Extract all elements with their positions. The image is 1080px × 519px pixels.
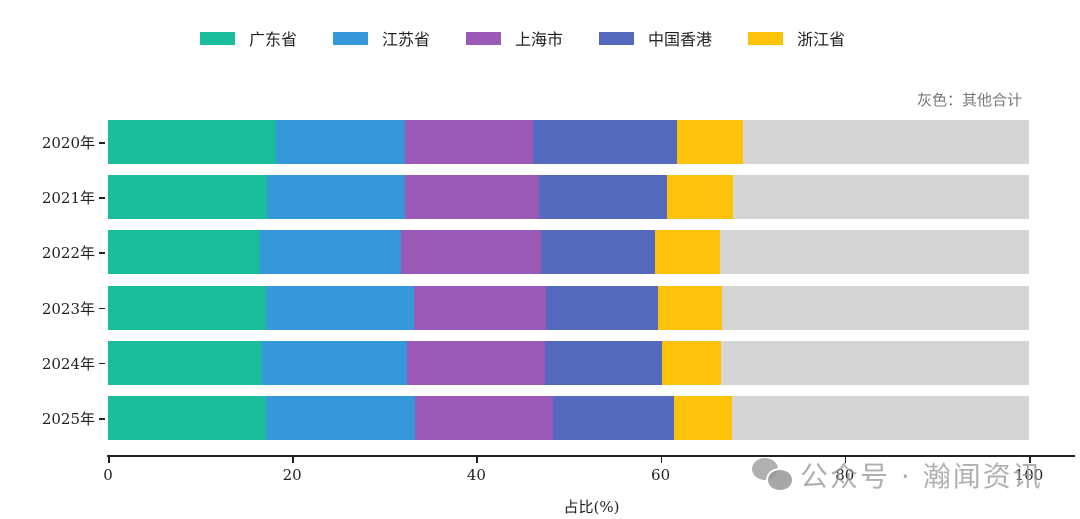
- bar-row: [108, 120, 1029, 164]
- bar-row: [108, 175, 1029, 220]
- bar-segment: [108, 230, 260, 275]
- x-tick-label: 40: [466, 466, 486, 484]
- bar-segment: [546, 285, 658, 330]
- legend-label: 中国香港: [648, 30, 713, 49]
- x-axis-line: [107, 455, 1075, 457]
- bar-segment: [677, 120, 744, 164]
- bar-segment: [267, 175, 406, 220]
- legend-label: 上海市: [515, 30, 564, 49]
- legend-label: 浙江省: [797, 30, 846, 49]
- bar-segment: [722, 285, 1029, 330]
- watermark: 公众号 · 瀚闻资讯: [752, 455, 1043, 495]
- bar-segment: [108, 340, 262, 385]
- bar-segment: [108, 285, 267, 330]
- bar-segment: [275, 120, 406, 164]
- bar-segment: [733, 175, 1029, 220]
- legend-item: 中国香港: [599, 26, 712, 50]
- legend-item: 广东省: [200, 26, 297, 50]
- legend-label: 江苏省: [382, 30, 431, 49]
- x-tick-label: 100: [1014, 466, 1044, 484]
- x-tick-label: 60: [651, 466, 671, 484]
- bar-segment: [544, 340, 663, 385]
- legend-swatch: [599, 31, 635, 45]
- bar-segment: [743, 120, 1029, 164]
- x-tick-mark: [660, 456, 663, 463]
- y-tick-label: 2023年: [41, 299, 95, 318]
- other-total-note: 灰色：其他合计: [916, 91, 1022, 109]
- y-tick-mark: [99, 252, 105, 254]
- bar-segment: [539, 175, 668, 220]
- y-tick-mark: [99, 362, 105, 365]
- bar-segment: [405, 120, 534, 164]
- bar-segment: [667, 175, 734, 220]
- legend-swatch: [200, 31, 235, 45]
- bar-row: [108, 285, 1029, 330]
- legend-swatch: [466, 31, 502, 45]
- y-tick-mark: [99, 197, 105, 199]
- bar-row: [108, 396, 1029, 440]
- y-tick-label: 2025年: [41, 410, 95, 428]
- bar-segment: [108, 396, 267, 440]
- watermark-text: 公众号 · 瀚闻资讯: [800, 460, 1043, 493]
- legend-item: 江苏省: [333, 26, 430, 50]
- bar-segment: [540, 230, 656, 275]
- y-tick-label: 2022年: [41, 244, 95, 263]
- bar-segment: [407, 340, 545, 385]
- y-tick-mark: [99, 142, 105, 144]
- legend-item: 浙江省: [748, 26, 845, 50]
- x-tick-label: 20: [282, 466, 302, 484]
- y-tick-label: 2020年: [41, 134, 95, 152]
- bar-segment: [259, 230, 401, 275]
- bar-segment: [662, 340, 722, 385]
- chart-legend: 广东省 江苏省 上海市 中国香港 浙江省: [200, 26, 881, 50]
- y-tick-mark: [99, 418, 105, 420]
- bar-segment: [405, 175, 539, 220]
- plot-area: [108, 0, 1029, 519]
- bar-segment: [674, 396, 733, 440]
- y-tick-label: 2024年: [41, 354, 95, 373]
- bar-segment: [266, 396, 415, 440]
- bar-segment: [266, 285, 414, 330]
- x-tick-mark: [292, 456, 294, 463]
- bar-segment: [414, 396, 553, 440]
- x-tick-mark: [476, 456, 478, 463]
- bar-segment: [720, 230, 1029, 275]
- bar-segment: [400, 230, 541, 275]
- legend-swatch: [333, 31, 369, 45]
- x-tick-mark: [1029, 456, 1031, 463]
- x-tick-label: 80: [835, 466, 855, 484]
- legend-item: 上海市: [466, 26, 563, 50]
- bar-segment: [533, 120, 678, 164]
- x-tick-mark: [108, 456, 110, 463]
- wechat-icon: [752, 458, 794, 492]
- bar-segment: [732, 396, 1029, 440]
- y-tick-label: 2021年: [41, 189, 95, 208]
- bar-segment: [655, 230, 721, 275]
- bar-segment: [108, 175, 268, 220]
- legend-label: 广东省: [249, 30, 298, 49]
- bar-row: [108, 340, 1029, 385]
- legend-swatch: [748, 31, 784, 45]
- x-tick-label: 0: [103, 466, 113, 484]
- x-axis-label: 占比(%): [563, 498, 620, 516]
- bar-segment: [552, 396, 675, 440]
- y-tick-mark: [99, 307, 105, 310]
- bar-segment: [657, 285, 723, 330]
- bar-segment: [261, 340, 408, 385]
- x-tick-mark: [844, 456, 847, 463]
- bar-segment: [721, 340, 1029, 385]
- bar-segment: [108, 120, 276, 164]
- bar-segment: [413, 285, 547, 330]
- bar-row: [108, 230, 1029, 275]
